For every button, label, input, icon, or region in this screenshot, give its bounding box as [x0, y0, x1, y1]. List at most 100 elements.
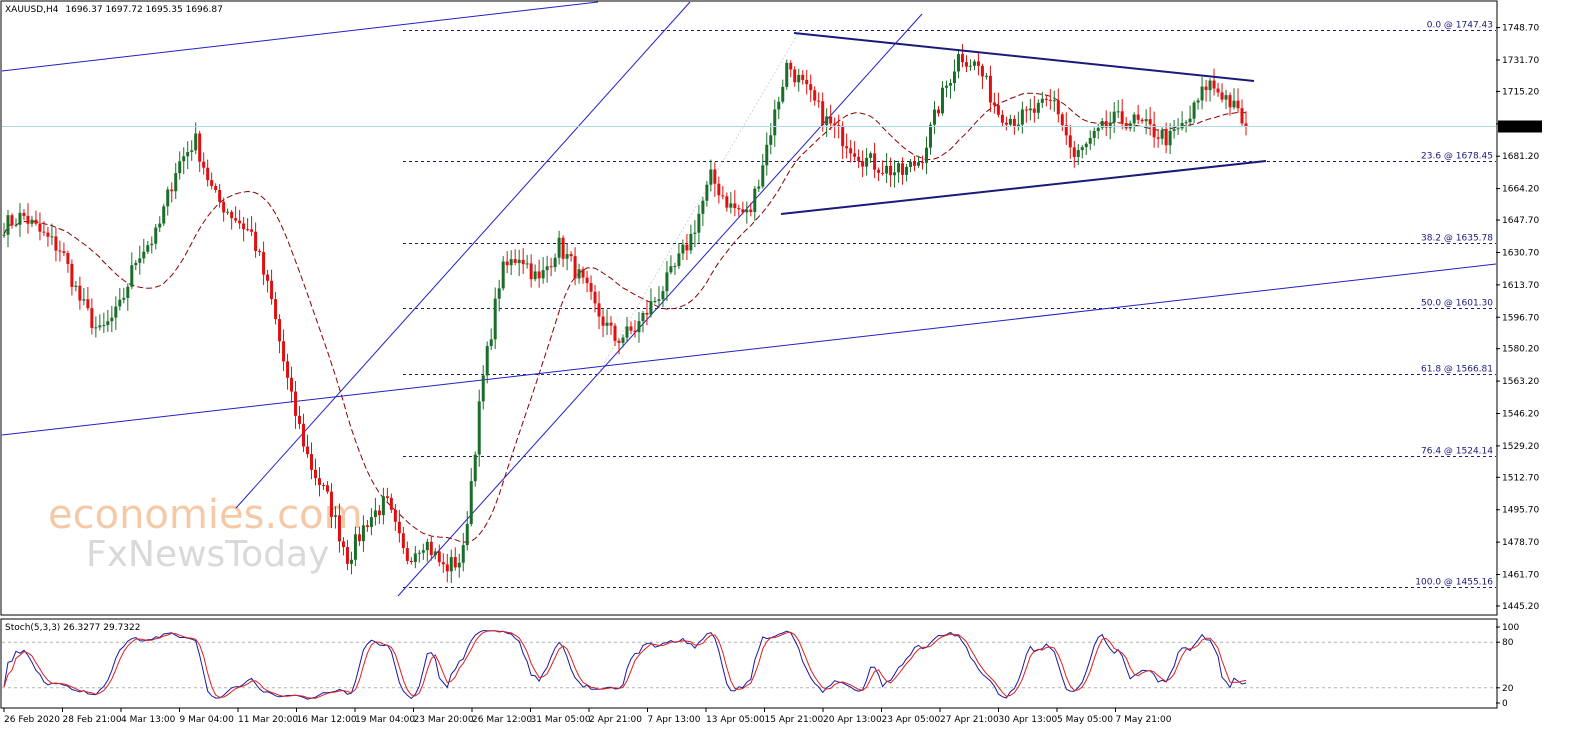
candle-body	[1012, 118, 1016, 128]
candle-body	[110, 317, 114, 322]
candle-body	[321, 484, 325, 486]
candle-body	[98, 325, 102, 328]
candle-body	[1132, 114, 1136, 124]
stoch-tick-label: 100	[1502, 623, 1519, 633]
candle-body	[130, 265, 134, 287]
time-tick-label: 27 Apr 21:00	[940, 715, 999, 725]
time-tick-label: 5 May 05:00	[1057, 715, 1113, 725]
candle-body	[54, 236, 58, 251]
candle-body	[549, 266, 553, 268]
candle-body	[745, 209, 749, 213]
candle-body	[929, 124, 933, 148]
triangle-upper-line	[793, 32, 1255, 82]
candle-body	[1212, 80, 1216, 89]
candle-body	[597, 303, 601, 317]
candle-body	[964, 62, 968, 67]
candle-body	[290, 377, 294, 392]
candle-body	[853, 153, 857, 157]
price-tick-label: 1664.20	[1502, 185, 1539, 195]
candle-body	[685, 244, 689, 251]
ma-line	[3, 92, 1247, 543]
candle-body	[361, 525, 365, 542]
candle-body	[561, 237, 565, 259]
candle-body	[150, 243, 154, 246]
candle-body	[909, 161, 913, 167]
candle-body	[501, 261, 505, 289]
candle-body	[553, 257, 557, 268]
candle-body	[629, 326, 633, 331]
candle-body	[417, 552, 421, 554]
candle-body	[1088, 137, 1092, 144]
price-tick-label: 1596.70	[1502, 313, 1539, 323]
time-tick-label: 20 Apr 13:00	[823, 715, 882, 725]
current-price-value: 1696.87	[1501, 123, 1538, 133]
time-tick-label: 28 Feb 21:00	[63, 715, 122, 725]
time-tick-label: 23 Mar 20:00	[414, 715, 474, 725]
candle-body	[1004, 122, 1008, 125]
candle-body	[1192, 102, 1196, 119]
candle-body	[769, 135, 773, 145]
candle-body	[601, 316, 605, 326]
stoch-plot-frame	[0, 618, 1498, 709]
candle-body	[1112, 111, 1116, 123]
trend-line	[235, 1, 691, 509]
candle-body	[988, 75, 992, 103]
price-tick-label: 1647.70	[1502, 216, 1539, 226]
candle-body	[693, 232, 697, 234]
candle-body	[114, 306, 118, 318]
price-tick-label: 1681.20	[1502, 152, 1539, 162]
candle-body	[413, 553, 417, 562]
candle-body	[1204, 86, 1208, 91]
candle-body	[637, 321, 641, 333]
candle-body	[885, 165, 889, 174]
candle-body	[214, 185, 218, 191]
candle-body	[337, 515, 341, 542]
candle-body	[897, 163, 901, 173]
candle-body	[345, 547, 349, 564]
candle-body	[1008, 118, 1012, 125]
candle-body	[733, 203, 737, 209]
candle-body	[393, 509, 397, 522]
candle-body	[944, 85, 948, 88]
price-tick-label: 1478.70	[1502, 538, 1539, 548]
candle-body	[1164, 130, 1168, 146]
candle-body	[1208, 80, 1212, 91]
candle-body	[1124, 123, 1128, 129]
candle-body	[1060, 114, 1064, 126]
candle-body	[849, 148, 853, 154]
trend-line	[599, 29, 801, 371]
candle-body	[329, 491, 333, 517]
candle-body	[689, 233, 693, 251]
candle-body	[809, 84, 813, 91]
candle-body	[317, 478, 321, 485]
candle-body	[621, 337, 625, 343]
candle-body	[481, 375, 485, 402]
candle-body	[457, 562, 461, 568]
candle-body	[1032, 108, 1036, 113]
candle-body	[325, 485, 329, 492]
candle-body	[154, 227, 158, 244]
candle-body	[234, 218, 238, 221]
candle-body	[190, 150, 194, 152]
candle-body	[282, 341, 286, 362]
candle-body	[801, 74, 805, 80]
triangle-lower-line	[780, 160, 1267, 215]
candle-body	[226, 211, 230, 213]
candle-body	[242, 223, 246, 230]
triangle-pattern	[780, 32, 1267, 215]
candle-body	[565, 254, 569, 259]
candle-body	[1044, 98, 1048, 100]
candle-body	[933, 109, 937, 125]
candle-body	[533, 271, 537, 280]
channel-lines	[1, 1, 1497, 597]
candle-body	[333, 515, 337, 517]
candle-body	[1168, 130, 1172, 146]
candle-body	[729, 203, 733, 208]
candle-body	[62, 251, 66, 253]
time-tick-label: 9 Mar 04:00	[180, 715, 235, 725]
candle-body	[837, 125, 841, 127]
current-price-box	[1498, 120, 1542, 133]
time-axis: 26 Feb 2020 28 Feb 21:00 4 Mar 13:00 9 Mar …	[3, 708, 1172, 725]
candle-body	[198, 133, 202, 162]
